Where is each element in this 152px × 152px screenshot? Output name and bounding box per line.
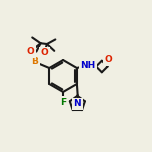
Text: O: O — [40, 48, 48, 57]
Text: NH: NH — [80, 61, 95, 70]
Text: N: N — [74, 99, 81, 108]
Text: B: B — [31, 57, 38, 66]
Text: N: N — [74, 99, 81, 108]
Text: O: O — [26, 47, 34, 56]
Text: O: O — [105, 55, 113, 64]
Text: F: F — [60, 98, 66, 107]
